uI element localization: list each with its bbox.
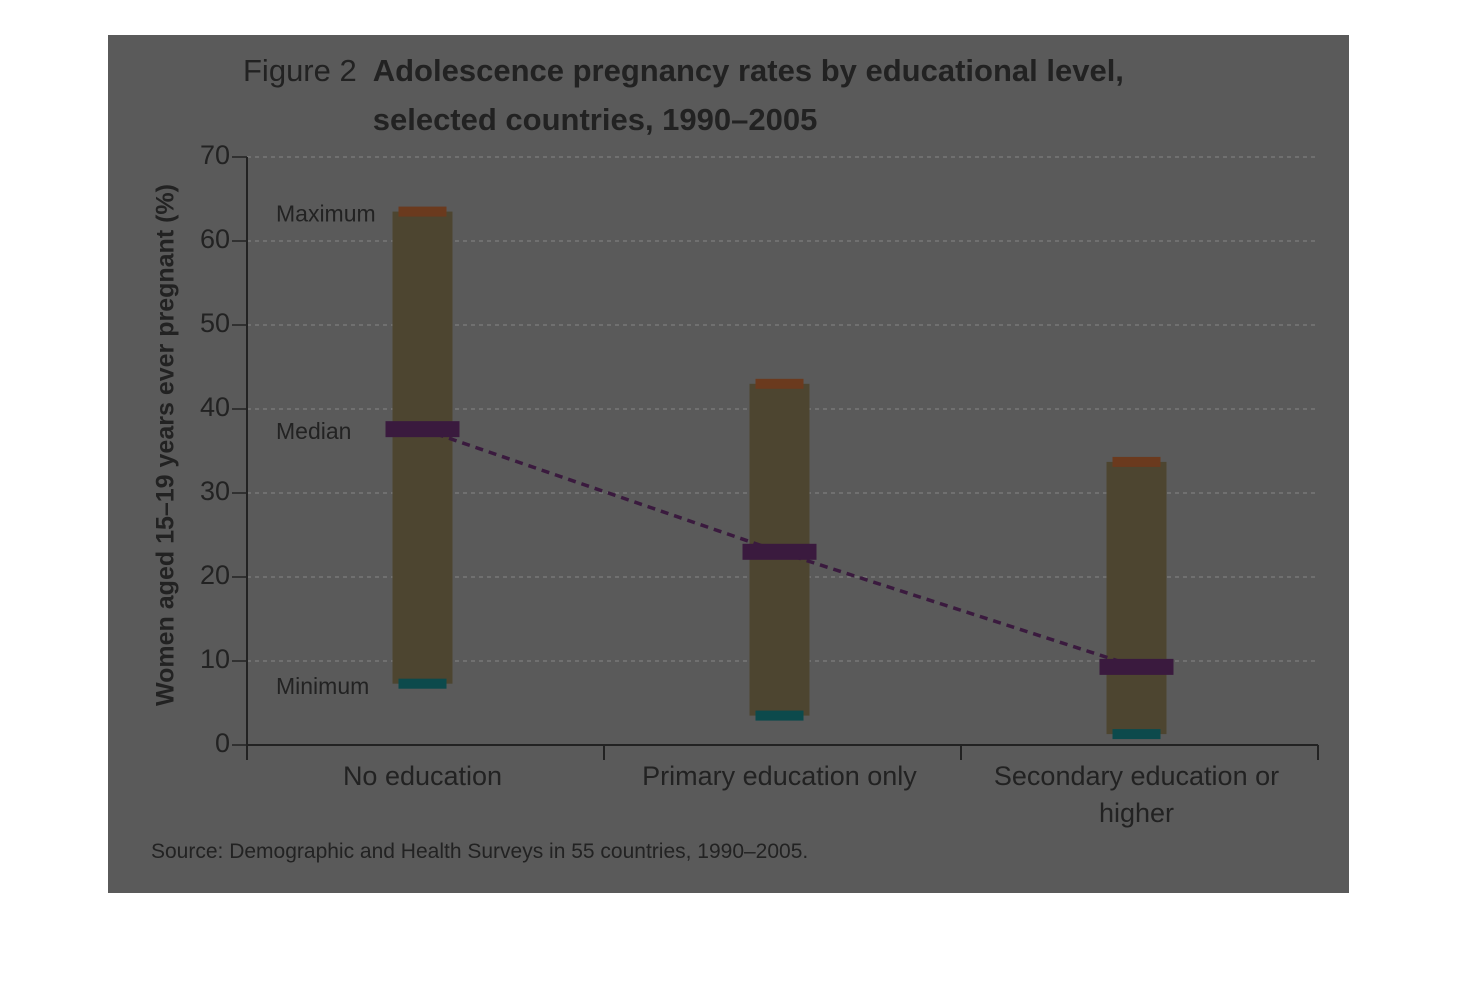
series-label: Maximum (276, 201, 376, 227)
y-tick-label: 30 (200, 476, 230, 506)
y-axis-label: Women aged 15–19 years ever pregnant (%) (151, 184, 180, 706)
source-note: Source: Demographic and Health Surveys i… (151, 840, 809, 863)
series-label: Minimum (276, 673, 369, 699)
range-bar (1106, 461, 1167, 735)
x-tick-label: Secondary education or higher (993, 761, 1280, 828)
median-marker (742, 543, 817, 560)
min-marker (755, 710, 804, 721)
y-tick-label: 70 (200, 140, 230, 170)
max-marker (755, 378, 804, 389)
figure-label: Figure 2 (243, 53, 357, 88)
range-bar (392, 211, 453, 684)
median-marker (385, 421, 460, 438)
median-marker (1099, 658, 1174, 675)
title-block: Figure 2 Adolescence pregnancy rates by … (243, 46, 1233, 144)
y-tick-label: 10 (200, 644, 230, 674)
y-tick-label: 20 (200, 560, 230, 590)
x-tick-label: Primary education only (642, 761, 917, 791)
y-tick-label: 0 (215, 728, 230, 758)
y-tick-label: 60 (200, 224, 230, 254)
max-marker (1112, 456, 1161, 467)
min-marker (1112, 729, 1161, 740)
chart-title: Adolescence pregnancy rates by education… (372, 53, 1124, 137)
y-tick-label: 50 (200, 308, 230, 338)
y-tick-label: 40 (200, 392, 230, 422)
min-marker (398, 678, 447, 689)
max-marker (398, 206, 447, 217)
series-label: Median (276, 418, 351, 444)
x-tick-label: No education (342, 761, 503, 791)
